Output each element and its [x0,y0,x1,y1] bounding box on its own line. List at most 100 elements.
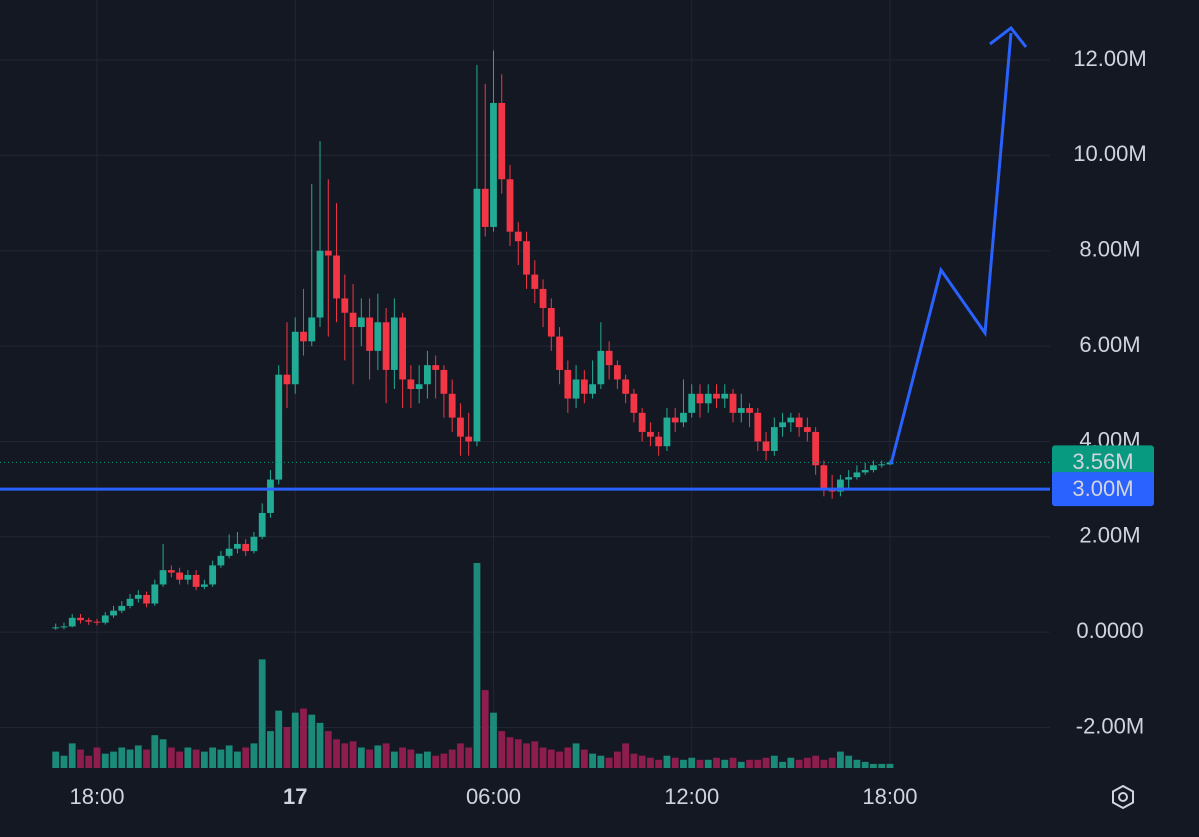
candle-body [531,274,539,289]
volume-bar [217,749,225,768]
volume-bar [134,745,142,768]
volume-bar [399,747,407,768]
volume-bar [490,712,497,768]
candle-body [399,317,407,380]
candle-body [647,431,654,437]
candle-body [845,477,853,480]
candle-body [200,584,208,587]
volume-bar [366,749,373,768]
x-tick-label: 18:00 [862,784,917,809]
volume-bar [597,755,605,768]
candle-body [250,536,258,552]
volume-bar [234,751,241,768]
candle-body [556,336,563,370]
candle-body [671,417,679,423]
candle-body [349,312,357,328]
volume-bar [390,751,398,768]
candle-body [143,594,150,604]
volume-bar [481,690,489,768]
candle-body [688,393,696,413]
candle-body [225,548,233,556]
candle-body [787,417,795,423]
volume-bar [267,731,274,768]
candle-body [779,422,786,428]
volume-bar [539,747,547,768]
candle-body [638,412,646,432]
volume-bar [506,737,514,768]
candle-body [93,621,101,623]
volume-bar [473,563,481,768]
volume-bar [564,747,572,768]
candle-body [589,384,596,394]
candle-body [770,427,778,451]
candle-body [68,617,76,627]
settings-icon[interactable] [1112,784,1134,810]
volume-bar [795,759,803,768]
volume-bar [737,761,745,768]
volume-bar [498,731,506,768]
candle-body [696,393,704,404]
volume-bar [870,763,877,768]
candle-body [448,393,456,418]
candle-body [564,369,572,399]
volume-bar [696,759,704,768]
y-tick-label: 8.00M [1079,237,1140,262]
candle-body [324,250,332,256]
candle-body [737,408,745,413]
volume-bar [523,743,530,768]
y-tick-label: 0.0000 [1076,618,1143,643]
volume-bar [655,759,663,768]
volume-bar [514,739,522,768]
candle-body [878,464,886,466]
candle-body [308,317,316,342]
candle-body [490,102,497,227]
candle-body [341,298,349,313]
candle-body [630,393,638,413]
volume-bar [283,727,291,768]
volume-bar [861,761,869,768]
volume-bar [242,747,250,768]
candle-body [440,369,448,394]
volume-bar [316,722,324,768]
candle-body [473,188,481,442]
volume-bar [663,755,671,768]
candle-body [300,331,307,342]
volume-bar [77,749,84,768]
x-tick-label: 12:00 [664,784,719,809]
candle-body [101,615,109,623]
candle-body [547,307,555,337]
volume-bar [200,751,208,768]
candle-body [853,472,861,478]
volume-bar [448,749,456,768]
volume-bar [762,757,770,768]
candle-body [242,543,250,552]
candle-body [275,374,283,480]
candle-body [539,288,547,308]
x-tick-label: 06:00 [466,784,521,809]
candle-body [77,617,84,621]
volume-bar [250,743,258,768]
candle-body [622,379,630,394]
candle-body [465,436,473,442]
volume-bar [275,710,283,768]
candle-body [258,512,266,537]
volume-bar [159,739,167,768]
candle-body [234,543,241,549]
volume-bar [324,731,332,768]
candle-body [506,179,514,232]
y-tick-label: -2.00M [1076,713,1144,738]
candle-body [613,365,621,380]
volume-bar [572,743,580,768]
candle-body [762,441,770,451]
volume-bar [192,749,200,768]
volume-bar [630,753,638,768]
volume-bar [167,747,175,768]
settings-icon-center [1118,792,1128,802]
volume-bar [209,747,217,768]
candle-body [283,374,291,385]
volume-bar [60,755,68,768]
candle-body [374,322,382,351]
candle-body [812,431,820,466]
candle-body [291,331,299,385]
